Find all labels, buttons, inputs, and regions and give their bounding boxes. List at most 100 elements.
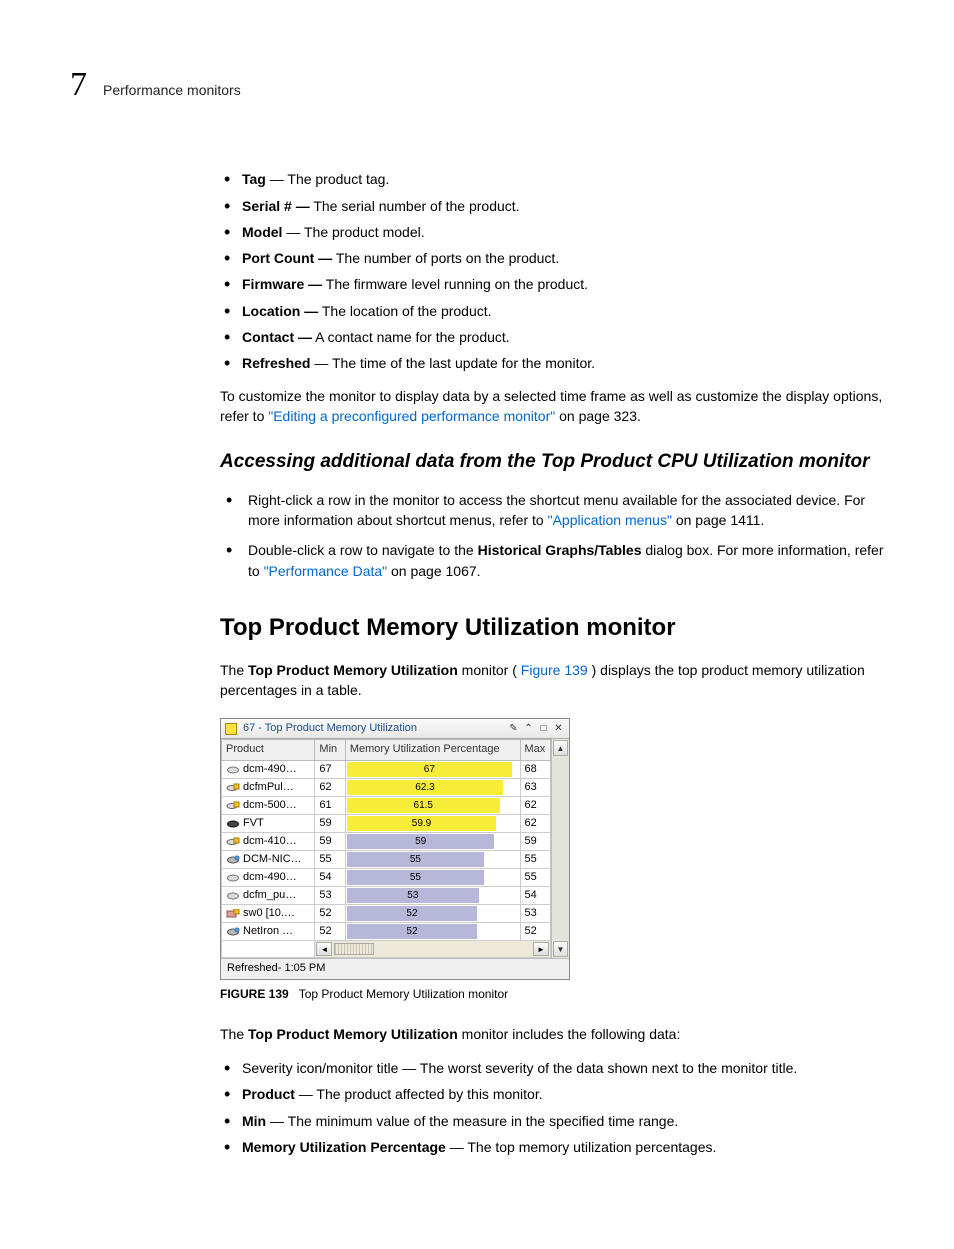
monitor-title: 67 - Top Product Memory Utilization — [243, 721, 507, 737]
max-cell: 62 — [520, 815, 551, 833]
definition-item: Port Count — The number of ports on the … — [242, 248, 884, 268]
product-icon — [226, 783, 240, 793]
page-number: 7 — [70, 60, 87, 109]
percentage-bar: 53 — [347, 888, 479, 903]
table-row[interactable]: FVT 5959.9 62 — [222, 815, 551, 833]
close-icon[interactable]: ✕ — [552, 722, 565, 735]
product-cell: NetIron … — [222, 923, 315, 941]
figure-caption-text: Top Product Memory Utilization monitor — [299, 987, 508, 1001]
percentage-cell: 59 — [345, 833, 520, 851]
h-scroll-thumb[interactable] — [334, 943, 374, 955]
product-cell: dcfmPul… — [222, 779, 315, 797]
table-row[interactable]: dcm-490…545555 — [222, 869, 551, 887]
percentage-bar: 52 — [347, 924, 477, 939]
v-scroll-track[interactable] — [552, 757, 569, 940]
definition-item: Serial # — The serial number of the prod… — [242, 196, 884, 216]
product-name: sw0 [10.… — [243, 906, 295, 922]
scroll-right-icon[interactable]: ► — [533, 942, 549, 956]
text: on page 1067. — [387, 563, 480, 579]
product-cell: dcfm_pu… — [222, 887, 315, 905]
figure-ref-link[interactable]: Figure 139 — [521, 662, 588, 678]
maximize-icon[interactable]: □ — [537, 722, 550, 735]
product-name: dcm-490… — [243, 870, 297, 886]
col-min[interactable]: Min — [315, 740, 345, 761]
col-max[interactable]: Max — [520, 740, 551, 761]
editing-monitor-link[interactable]: "Editing a preconfigured performance mon… — [268, 408, 555, 424]
text: monitor ( — [462, 662, 517, 678]
col-pct[interactable]: Memory Utilization Percentage — [345, 740, 520, 761]
definition-desc: A contact name for the product. — [312, 329, 510, 345]
h-scroll-track[interactable] — [375, 942, 532, 956]
severity-icon — [225, 723, 237, 735]
text: Double-click a row to navigate to the — [248, 542, 478, 558]
pin-icon[interactable]: ✎ — [507, 722, 520, 735]
scroll-down-icon[interactable]: ▼ — [553, 941, 568, 957]
percentage-cell: 55 — [345, 869, 520, 887]
includes-desc: Severity icon/monitor title — The worst … — [242, 1060, 797, 1076]
table-row[interactable]: dcfm_pu…535354 — [222, 887, 551, 905]
table-row[interactable]: dcm-490…676768 — [222, 761, 551, 779]
product-name: DCM-NIC… — [243, 852, 302, 868]
product-icon — [226, 837, 240, 847]
table-row[interactable]: dcfmPul…6262.363 — [222, 779, 551, 797]
definition-term: Location — — [242, 303, 318, 319]
table-row[interactable]: NetIron …525252 — [222, 923, 551, 941]
intro-paragraph: The Top Product Memory Utilization monit… — [220, 660, 884, 701]
product-cell: FVT — [222, 815, 315, 833]
access-instructions-list: Right-click a row in the monitor to acce… — [220, 490, 884, 581]
definition-item: Tag — The product tag. — [242, 169, 884, 189]
min-cell: 52 — [315, 905, 345, 923]
collapse-icon[interactable]: ⌃ — [522, 722, 535, 735]
definition-desc: The location of the product. — [318, 303, 491, 319]
col-product[interactable]: Product — [222, 740, 315, 761]
definition-term: Tag — [242, 171, 266, 187]
percentage-cell: 67 — [345, 761, 520, 779]
access-item: Right-click a row in the monitor to acce… — [220, 490, 884, 531]
product-icon — [226, 927, 240, 937]
definition-term: Firmware — — [242, 276, 322, 292]
percentage-bar: 52 — [347, 906, 477, 921]
max-cell: 53 — [520, 905, 551, 923]
table-row[interactable]: sw0 [10.… 5252 53 — [222, 905, 551, 923]
max-cell: 59 — [520, 833, 551, 851]
percentage-cell: 52 — [345, 923, 520, 941]
min-cell: 59 — [315, 815, 345, 833]
table-row[interactable]: dcm-410…595959 — [222, 833, 551, 851]
min-cell: 67 — [315, 761, 345, 779]
subheading: Accessing additional data from the Top P… — [220, 448, 884, 476]
table-header-row: Product Min Memory Utilization Percentag… — [222, 740, 551, 761]
cross-ref-link[interactable]: "Performance Data" — [264, 563, 388, 579]
field-definition-list: Tag — The product tag. Serial # — The ser… — [220, 169, 884, 373]
table-row[interactable]: dcm-500…6161.562 — [222, 797, 551, 815]
page-section-title: Performance monitors — [103, 80, 241, 100]
customize-paragraph: To customize the monitor to display data… — [220, 386, 884, 427]
percentage-bar: 67 — [347, 762, 512, 777]
product-name: dcfm_pu… — [243, 888, 296, 904]
h-scrollbar[interactable]: ◄ ► — [315, 941, 550, 957]
percentage-bar: 55 — [347, 852, 484, 867]
monitor-table: Product Min Memory Utilization Percentag… — [221, 739, 551, 958]
access-item: Double-click a row to navigate to the Hi… — [220, 540, 884, 581]
titlebar-controls: ✎ ⌃ □ ✕ — [507, 722, 565, 735]
definition-term: Port Count — — [242, 250, 332, 266]
cross-ref-link[interactable]: "Application menus" — [548, 512, 672, 528]
scroll-left-icon[interactable]: ◄ — [316, 942, 332, 956]
definition-term: Contact — — [242, 329, 312, 345]
product-icon — [226, 801, 240, 811]
figure-caption: FIGURE 139 Top Product Memory Utilizatio… — [220, 986, 884, 1003]
max-cell: 55 — [520, 851, 551, 869]
product-name: FVT — [243, 816, 264, 832]
text: on page 323. — [559, 408, 641, 424]
v-scrollbar[interactable]: ▲ ▼ — [551, 739, 569, 958]
scroll-up-icon[interactable]: ▲ — [553, 740, 568, 756]
definition-term: Refreshed — [242, 355, 310, 371]
percentage-cell: 61.5 — [345, 797, 520, 815]
product-name: NetIron … — [243, 924, 293, 940]
monitor-name-bold: Top Product Memory Utilization — [248, 662, 458, 678]
table-row[interactable]: DCM-NIC…555555 — [222, 851, 551, 869]
min-cell: 53 — [315, 887, 345, 905]
definition-desc: — The product tag. — [266, 171, 389, 187]
product-cell: DCM-NIC… — [222, 851, 315, 869]
percentage-bar: 59.9 — [347, 816, 496, 831]
max-cell: 52 — [520, 923, 551, 941]
